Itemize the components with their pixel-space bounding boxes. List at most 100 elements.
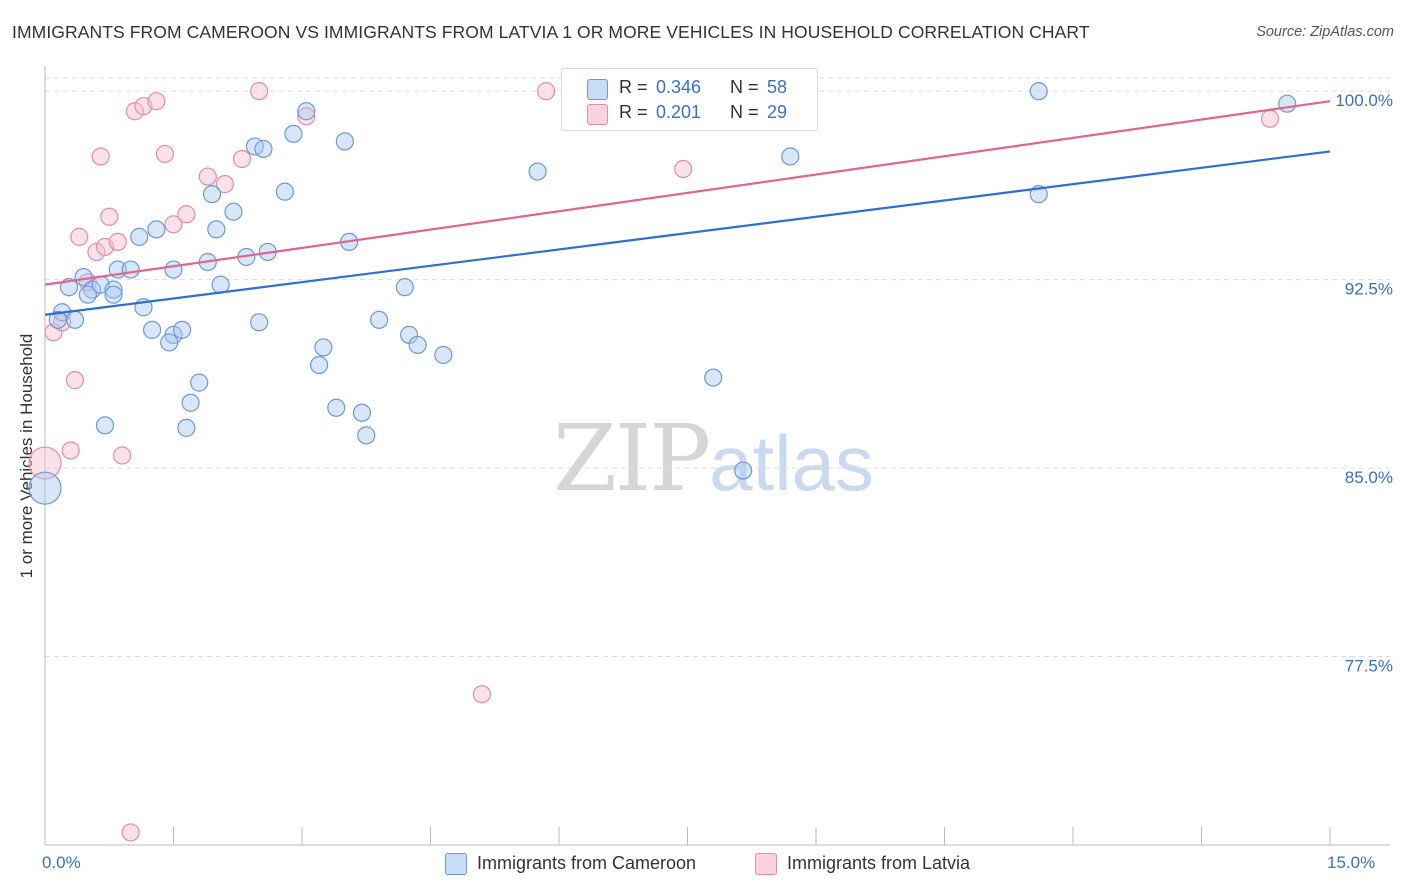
r-value: 0.346 (656, 77, 702, 97)
cameroon-legend-swatch (445, 853, 467, 875)
latvia-point (125, 102, 145, 121)
cameroon-point (254, 139, 273, 159)
watermark-zip: ZIP (553, 405, 711, 512)
correlation-legend: R = 0.346 N = 58 R = 0.201 N = 29 (561, 68, 818, 131)
cameroon-point (310, 355, 329, 375)
cameroon-trend-line (44, 150, 1331, 316)
latvia-point (215, 175, 234, 194)
latvia-point (164, 215, 183, 234)
y-tick-label: 77.5% (1345, 657, 1393, 676)
latvia-point (112, 446, 132, 465)
cameroon-point (104, 280, 123, 299)
cameroon-point (121, 260, 140, 279)
cameroon-point (275, 182, 294, 201)
n-label: N = (730, 102, 759, 122)
legend-row-latvia: R = 0.201 N = 29 (562, 101, 817, 127)
latvia-point (232, 149, 252, 169)
latvia-point (65, 371, 85, 390)
cameroon-point (1278, 94, 1297, 113)
cameroon-point (297, 102, 316, 121)
latvia-point (297, 107, 316, 126)
trend-lines (44, 100, 1331, 316)
cameroon-point (250, 313, 269, 332)
latvia-trend-line (44, 100, 1331, 286)
cameroon-point (190, 373, 209, 392)
cameroon-point (434, 345, 453, 365)
cameroon-point (172, 320, 192, 339)
latvia-points (28, 82, 1280, 842)
y-tick-label: 92.5% (1345, 280, 1393, 299)
cameroon-point (160, 333, 179, 352)
cameroon-point (528, 162, 547, 181)
latvia-legend-label: Immigrants from Latvia (787, 853, 971, 873)
cameroon-point (78, 285, 97, 304)
latvia-point (91, 147, 110, 166)
cameroon-point (181, 393, 200, 412)
y-tick-label: 100.0% (1335, 91, 1393, 110)
n-label: N = (730, 77, 759, 97)
latvia-point (61, 441, 80, 460)
latvia-point (87, 242, 106, 262)
source-credit: Source: ZipAtlas.com (1256, 24, 1394, 40)
cameroon-point (95, 416, 115, 435)
x-tick-label-max: 15.0% (1327, 853, 1376, 872)
y-tick-label: 85.0% (1345, 468, 1393, 487)
n-value: 58 (767, 77, 788, 97)
cameroon-point (327, 398, 346, 417)
x-tick-label-min: 0.0% (42, 853, 81, 872)
n-value: 29 (767, 102, 788, 122)
cameroon-point (284, 124, 303, 143)
latvia-legend-swatch (755, 853, 777, 875)
gridlines (45, 77, 1390, 658)
r-value: 0.201 (656, 102, 702, 122)
axes (44, 66, 1390, 846)
cameroon-point (177, 418, 196, 437)
cameroon-point (734, 461, 753, 480)
latvia-point (155, 144, 175, 164)
latvia-point (28, 446, 62, 480)
latvia-swatch (587, 104, 608, 125)
latvia-point (198, 167, 217, 186)
cameroon-point (1029, 82, 1048, 101)
cameroon-point (147, 220, 166, 239)
cameroon-point (314, 338, 333, 357)
latvia-point (70, 227, 89, 246)
latvia-point (472, 685, 491, 704)
cameroon-points (28, 82, 1297, 505)
legend-row-cameroon: R = 0.346 N = 58 (562, 76, 817, 102)
latvia-point (100, 207, 119, 226)
cameroon-point (357, 426, 376, 445)
cameroon-point (130, 227, 149, 246)
cameroon-point (164, 260, 183, 279)
cameroon-point (104, 285, 123, 304)
r-label: R = (619, 102, 648, 122)
cameroon-point (207, 220, 226, 239)
latvia-point (108, 232, 127, 252)
cameroon-point (704, 368, 723, 387)
cameroon-point (370, 310, 389, 329)
latvia-point (674, 159, 693, 179)
watermark-atlas: atlas (709, 419, 874, 507)
y-tick-labels: 77.5% 85.0% 92.5% 100.0% (1335, 91, 1393, 675)
cameroon-point (28, 471, 62, 505)
latvia-point (121, 823, 140, 842)
cameroon-point (352, 403, 372, 422)
cameroon-swatch (587, 79, 608, 100)
cameroon-point (202, 185, 222, 204)
cameroon-point (224, 202, 243, 221)
watermark: ZIPatlas (553, 405, 874, 512)
latvia-point (177, 205, 196, 224)
latvia-point (147, 92, 166, 111)
latvia-point (537, 82, 556, 101)
cameroon-point (65, 310, 85, 329)
chart-title: IMMIGRANTS FROM CAMEROON VS IMMIGRANTS F… (12, 22, 1090, 42)
cameroon-point (335, 132, 354, 151)
r-label: R = (619, 77, 648, 97)
cameroon-point (395, 278, 414, 297)
cameroon-legend-label: Immigrants from Cameroon (477, 853, 697, 873)
latvia-point (1260, 109, 1280, 128)
cameroon-point (142, 320, 162, 339)
cameroon-point (408, 335, 427, 355)
cameroon-point (781, 147, 800, 166)
